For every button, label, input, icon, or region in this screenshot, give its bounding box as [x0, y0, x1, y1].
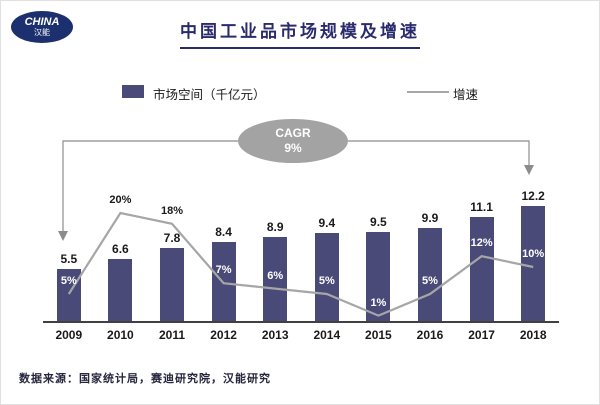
- legend-line-label: 增速: [453, 88, 479, 102]
- logo-text: CHINA: [24, 16, 60, 28]
- title-wrap: 中国工业品市场规模及增速: [1, 17, 599, 49]
- legend-bar-label: 市场空间（千亿元）: [153, 88, 266, 102]
- x-axis-label: 2018: [519, 328, 547, 342]
- legend-bar-swatch: [122, 85, 144, 98]
- cagr-value: 9%: [284, 141, 302, 155]
- legend-line-swatch: [407, 91, 449, 93]
- x-axis-label: 2013: [261, 328, 289, 342]
- page-title: 中国工业品市场规模及增速: [180, 17, 420, 49]
- x-axis-label: 2009: [55, 328, 83, 342]
- x-axis-label: 2015: [365, 328, 392, 342]
- x-axis-label: 2016: [416, 328, 444, 342]
- x-axis-line: [43, 321, 559, 323]
- x-axis-label: 2010: [107, 328, 134, 342]
- cagr-badge: CAGR 9%: [238, 119, 348, 163]
- logo-subtext: 汉能: [34, 28, 50, 37]
- x-axis-label: 2011: [158, 328, 186, 342]
- data-source: 数据来源：国家统计局，赛迪研究院，汉能研究: [19, 373, 271, 385]
- x-axis-label: 2012: [210, 328, 237, 342]
- x-axis-label: 2017: [468, 328, 495, 342]
- cagr-label: CAGR: [275, 126, 311, 140]
- logo: CHINA 汉能: [11, 11, 73, 43]
- x-axis-label: 2014: [313, 328, 341, 342]
